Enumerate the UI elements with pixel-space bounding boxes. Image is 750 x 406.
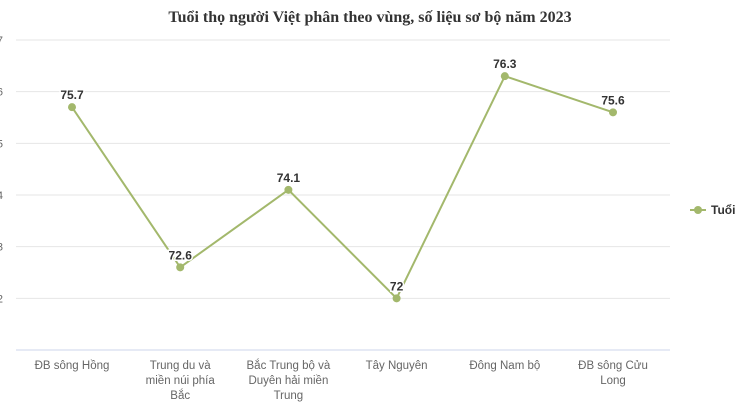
data-point[interactable]	[68, 103, 76, 112]
y-tick-label: 74	[0, 190, 3, 202]
x-tick-label: ĐB sông Hồng	[35, 360, 110, 372]
series-line	[71, 74, 614, 301]
x-tick-label: ĐB sông Cửu Long	[578, 360, 648, 387]
x-tick-label: Tây Nguyên	[366, 360, 428, 372]
data-label: 75.7	[60, 88, 84, 102]
legend-item[interactable]: Tuổi	[711, 203, 735, 217]
data-point[interactable]	[392, 294, 401, 303]
y-tick-label: 77	[0, 35, 3, 47]
data-label: 72	[390, 279, 404, 293]
y-tick-label: 76	[0, 87, 3, 99]
data-label: 74.1	[277, 171, 301, 185]
x-tick-label: Đông Nam bộ	[469, 360, 540, 372]
y-tick-label: 72	[0, 293, 3, 305]
y-tick-label: 75	[0, 138, 3, 150]
data-label: 76.3	[493, 57, 517, 71]
data-point[interactable]	[500, 72, 509, 81]
data-label: 75.6	[601, 93, 625, 107]
x-tick-label: Bắc Trung bộ và Duyên hải miền Trung	[247, 359, 331, 402]
chart-title: Tuổi thọ người Việt phân theo vùng, số l…	[168, 9, 571, 26]
data-point[interactable]	[609, 108, 617, 117]
data-label: 72.6	[169, 248, 193, 262]
legend-marker	[694, 206, 702, 214]
data-point[interactable]	[284, 185, 293, 194]
data-point[interactable]	[176, 263, 185, 272]
x-tick-label: Trung du và miền núi phía Bắc	[146, 360, 216, 402]
y-tick-label: 73	[0, 242, 3, 254]
